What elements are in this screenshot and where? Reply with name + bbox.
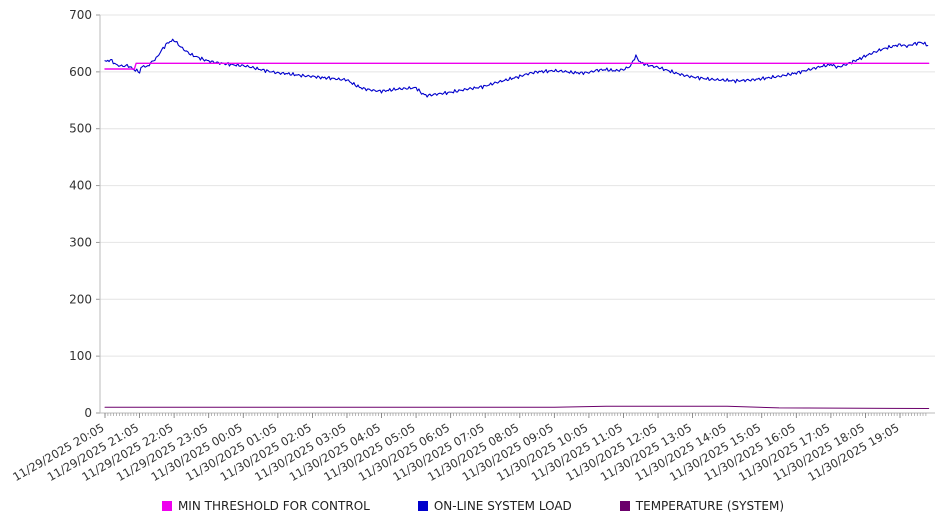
svg-text:500: 500	[69, 122, 92, 136]
legend-label-min-threshold: MIN THRESHOLD FOR CONTROL	[177, 499, 370, 513]
chart-legend: MIN THRESHOLD FOR CONTROL ON-LINE SYSTEM…	[0, 494, 946, 518]
line-chart: 0 100 200 300 400 500 600 700 11/29/2025 20:05 11…	[10, 8, 935, 484]
legend-swatch-temperature	[619, 501, 630, 511]
legend-item-temperature[interactable]: TEMPERATURE (SYSTEM)	[619, 499, 785, 513]
legend-item-system-load[interactable]: ON-LINE SYSTEM LOAD	[417, 499, 572, 513]
legend-swatch-min-threshold	[161, 501, 172, 511]
svg-text:400: 400	[69, 179, 92, 193]
legend-item-min-threshold[interactable]: MIN THRESHOLD FOR CONTROL	[161, 499, 370, 513]
svg-text:100: 100	[69, 349, 92, 363]
svg-text:600: 600	[69, 65, 92, 79]
legend-swatch-system-load	[417, 501, 428, 511]
legend-label-system-load: ON-LINE SYSTEM LOAD	[433, 499, 572, 513]
svg-text:300: 300	[69, 235, 92, 249]
svg-text:0: 0	[84, 406, 92, 420]
svg-text:700: 700	[69, 8, 92, 22]
legend-label-temperature: TEMPERATURE (SYSTEM)	[635, 499, 785, 513]
svg-text:200: 200	[69, 292, 92, 306]
